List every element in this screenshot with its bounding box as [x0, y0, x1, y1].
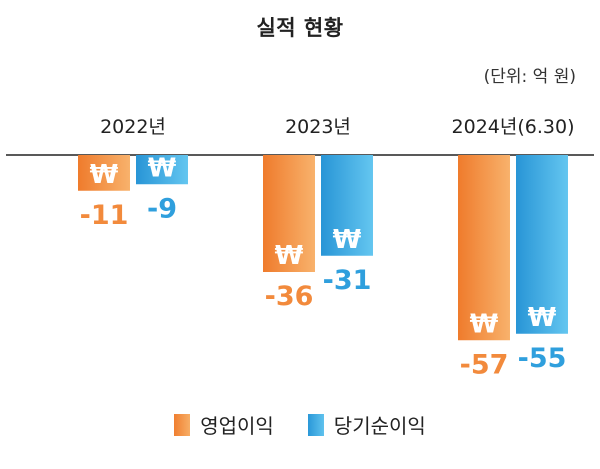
bar-operating-profit-2023: [263, 155, 315, 272]
category-label-2022: 2022년: [100, 116, 166, 138]
category-label-2024: 2024년(6.30): [452, 116, 575, 138]
value-label-net-profit-2023: -31: [323, 265, 372, 296]
unit-note: (단위: 억 원): [483, 67, 576, 87]
legend: 영업이익 당기순이익: [0, 410, 600, 439]
value-label-net-profit-2022: -9: [147, 193, 177, 224]
won-icon: ₩: [148, 153, 177, 183]
value-label-operating-profit-2022: -11: [80, 200, 129, 231]
category-label-2023: 2023년: [285, 116, 351, 138]
bar-net-profit-2023: [321, 155, 373, 256]
bar-net-profit-2022: [136, 155, 188, 185]
chart-title: 실적 현황: [256, 16, 344, 40]
legend-item-net-profit: 당기순이익: [307, 410, 426, 439]
legend-label-net-profit: 당기순이익: [333, 414, 426, 438]
won-icon: ₩: [275, 241, 304, 271]
legend-swatch-net-profit: [307, 413, 324, 436]
value-label-operating-profit-2023: -36: [265, 281, 314, 312]
bar-operating-profit-2024: [458, 155, 510, 341]
value-label-net-profit-2024: -55: [518, 343, 567, 374]
won-icon: ₩: [528, 303, 557, 333]
bar-operating-profit-2022: [78, 155, 130, 191]
bar-net-profit-2024: [516, 155, 568, 334]
legend-label-operating-profit: 영업이익: [200, 414, 274, 438]
won-icon: ₩: [90, 160, 119, 190]
legend-item-operating-profit: 영업이익: [174, 410, 274, 439]
value-label-operating-profit-2024: -57: [460, 349, 509, 380]
legend-swatch-operating-profit: [174, 413, 191, 436]
won-icon: ₩: [333, 225, 362, 255]
won-icon: ₩: [470, 309, 499, 339]
